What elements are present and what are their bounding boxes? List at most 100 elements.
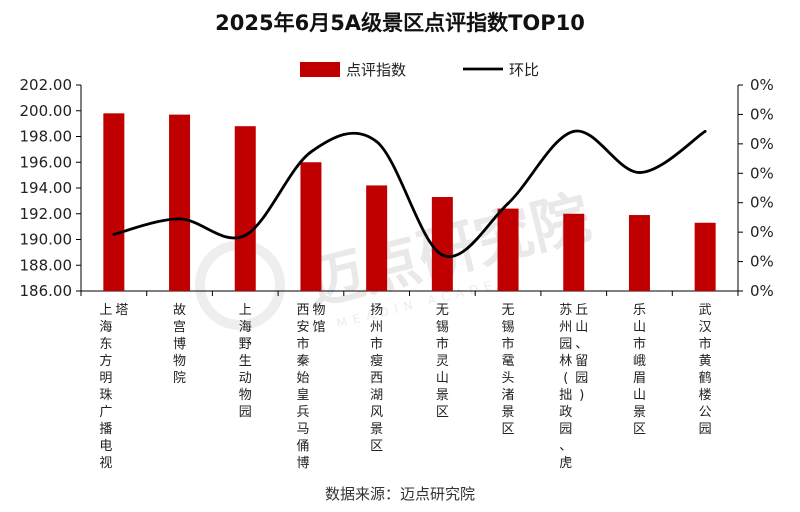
category-char: 武 bbox=[699, 303, 712, 318]
category-char: 园 bbox=[699, 422, 712, 437]
category-char: 黄 bbox=[699, 354, 712, 369]
line-point bbox=[243, 233, 247, 237]
category-char: 物 bbox=[239, 388, 252, 403]
category-char: 山 bbox=[575, 320, 588, 335]
category-char: 海 bbox=[99, 320, 112, 335]
category-char: 景 bbox=[502, 405, 515, 420]
category-char: 鼋 bbox=[502, 354, 515, 369]
category-char: 风 bbox=[370, 405, 383, 420]
category-char: 景 bbox=[633, 405, 646, 420]
category-char: 区 bbox=[633, 422, 646, 437]
legend-swatch-bar bbox=[300, 62, 340, 77]
bar bbox=[628, 215, 650, 291]
legend: 点评指数 环比 bbox=[300, 61, 539, 79]
right-tick-label: 0% bbox=[750, 253, 774, 271]
category-char: 山 bbox=[633, 320, 646, 335]
bar bbox=[234, 126, 256, 291]
category-char: 无 bbox=[436, 303, 449, 318]
category-char: 市 bbox=[370, 336, 383, 352]
category-char: 园 bbox=[575, 371, 588, 386]
line-point bbox=[572, 129, 576, 133]
category-char: 西 bbox=[370, 371, 383, 386]
category-char: 瘦 bbox=[370, 353, 383, 369]
category-char: 市 bbox=[633, 336, 646, 352]
chart-title: 2025年6月5A级景区点评指数TOP10 bbox=[215, 11, 585, 35]
category-char: 区 bbox=[436, 405, 449, 420]
category-char: 渚 bbox=[502, 388, 515, 403]
category-char: 西 bbox=[296, 303, 309, 318]
category-char: 湖 bbox=[370, 388, 383, 403]
legend-label-line: 环比 bbox=[509, 61, 539, 79]
category-char: 播 bbox=[99, 422, 112, 437]
category-char: 市 bbox=[502, 336, 515, 352]
left-tick-label: 188.00 bbox=[20, 256, 73, 274]
category-char: 拙 bbox=[559, 388, 572, 403]
category-char: 、 bbox=[559, 439, 572, 454]
category-char: 园 bbox=[559, 422, 572, 437]
line-point bbox=[178, 217, 181, 221]
category-char: ( bbox=[563, 371, 568, 386]
category-char: 市 bbox=[436, 336, 449, 352]
category-char: 眉 bbox=[633, 371, 646, 386]
line-path bbox=[113, 129, 706, 258]
line-series bbox=[112, 129, 707, 258]
category-char: 苏 bbox=[559, 302, 572, 318]
line-point bbox=[440, 253, 444, 257]
category-char: 野 bbox=[239, 337, 252, 352]
category-char: 皇 bbox=[296, 388, 309, 403]
category-char: 珠 bbox=[99, 388, 112, 403]
category-char: 故 bbox=[173, 303, 186, 318]
category-char: 塔 bbox=[115, 303, 128, 318]
line-point bbox=[703, 129, 707, 133]
category-char: 市 bbox=[699, 336, 712, 352]
category-char: 博 bbox=[296, 456, 309, 471]
category-char: 公 bbox=[699, 405, 712, 420]
line-point bbox=[375, 140, 379, 144]
category-char: 灵 bbox=[436, 354, 449, 369]
left-tick-label: 196.00 bbox=[20, 153, 73, 171]
category-char: 生 bbox=[239, 354, 252, 369]
category-char: 虎 bbox=[559, 456, 572, 471]
category-char: 丘 bbox=[575, 303, 588, 318]
category-char: 视 bbox=[99, 456, 112, 471]
line-point bbox=[506, 202, 510, 205]
bar bbox=[169, 114, 191, 291]
axes: 202.00 200.00 198.00 196.00 194.00 192.00 190.… bbox=[20, 76, 774, 300]
watermark: 迈点研究院 MEADIN ACADEMY bbox=[195, 183, 597, 331]
category-char: 峨 bbox=[633, 354, 646, 369]
category-char: 宫 bbox=[173, 320, 186, 335]
category-char: 林 bbox=[559, 354, 572, 369]
left-tick-label: 190.00 bbox=[20, 231, 73, 249]
category-char: 东 bbox=[99, 337, 112, 352]
left-tick-label: 192.00 bbox=[20, 205, 73, 223]
category-char: 州 bbox=[559, 320, 572, 335]
category-char: 景 bbox=[370, 422, 383, 437]
category-char: 物 bbox=[312, 303, 325, 318]
source-note: 数据来源：迈点研究院 bbox=[325, 485, 475, 503]
bars bbox=[103, 113, 716, 291]
category-char: 乐 bbox=[633, 303, 646, 318]
category-char: 方 bbox=[99, 353, 112, 369]
category-char: 政 bbox=[559, 405, 572, 420]
category-char: ) bbox=[579, 388, 584, 403]
category-char: 、 bbox=[575, 337, 588, 352]
right-tick-label: 0% bbox=[750, 164, 774, 182]
category-char: 无 bbox=[502, 303, 515, 318]
right-tick-label: 0% bbox=[750, 76, 774, 94]
category-char: 电 bbox=[99, 439, 112, 454]
category-char: 园 bbox=[239, 405, 252, 420]
category-char: 院 bbox=[173, 371, 186, 386]
line-point bbox=[309, 150, 313, 154]
left-tick-label: 186.00 bbox=[20, 282, 73, 300]
right-tick-label: 0% bbox=[750, 105, 774, 123]
category-char: 动 bbox=[239, 371, 252, 386]
category-char: 园 bbox=[559, 337, 572, 352]
